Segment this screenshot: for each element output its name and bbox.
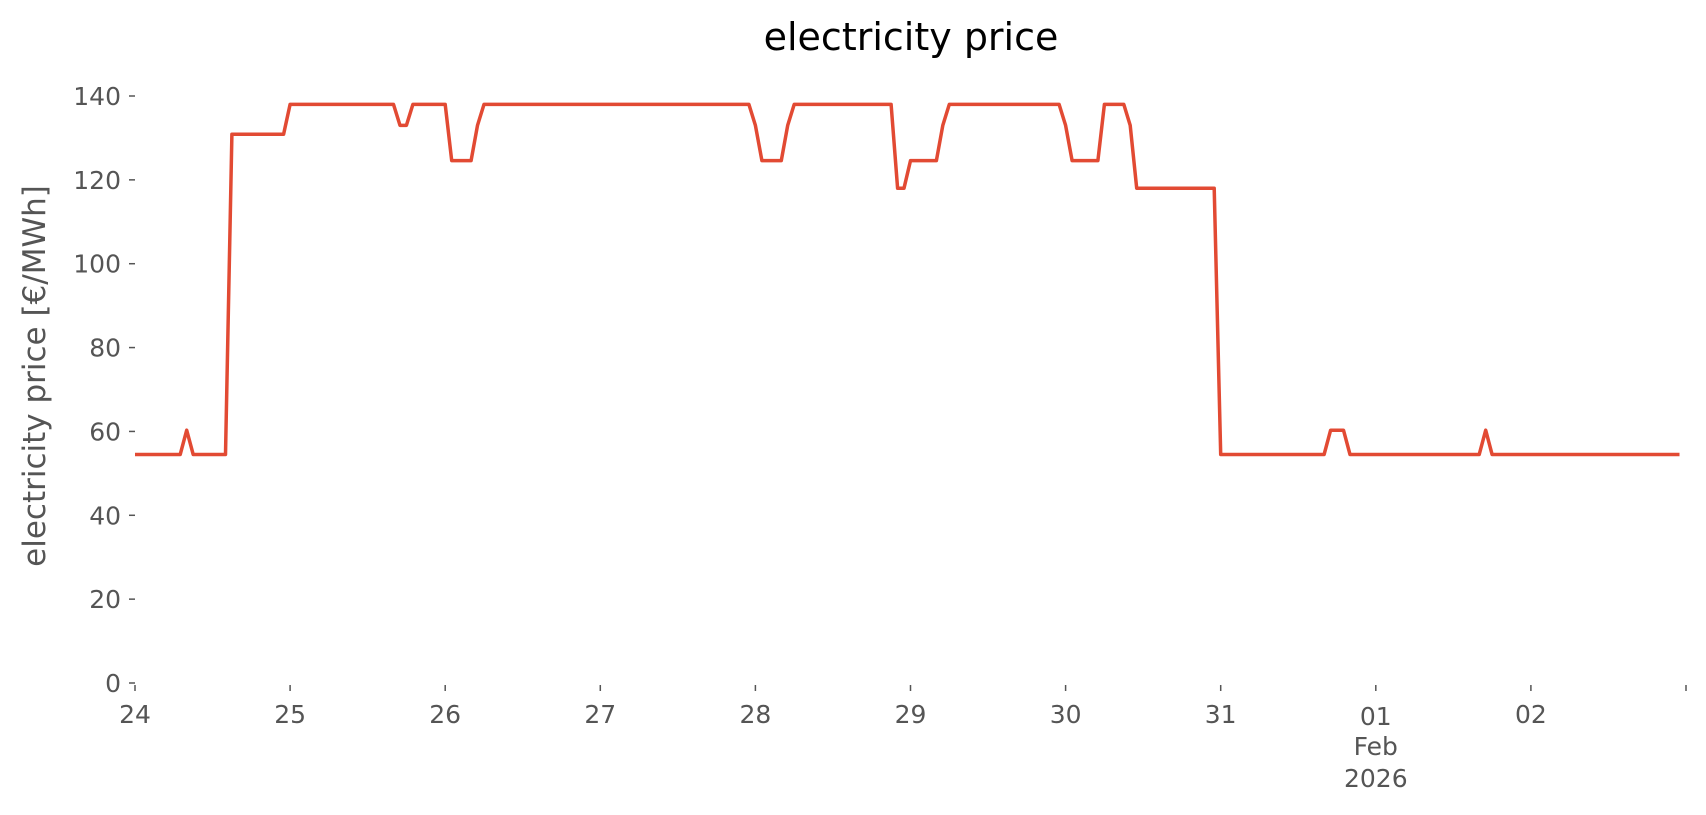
y-axis: 0 20 40 60 80 100 120 140: [73, 82, 135, 698]
y-tick-label: 40: [89, 501, 121, 530]
x-tick-label: 25: [274, 700, 306, 729]
y-tick-label: 100: [73, 250, 121, 279]
y-tick-label: 120: [73, 166, 121, 195]
y-tick-label: 60: [89, 417, 121, 446]
x-tick-label: 01: [1360, 702, 1392, 731]
x-tick-label: 02: [1515, 700, 1547, 729]
y-tick-label: 0: [105, 669, 121, 698]
x-tick-label: 26: [429, 700, 461, 729]
x-tick-label: 27: [584, 700, 616, 729]
y-tick-label: 140: [73, 82, 121, 111]
x-tick-label: Feb: [1354, 732, 1398, 761]
y-tick-label: 80: [89, 334, 121, 363]
x-tick-label: 29: [895, 700, 927, 729]
series-line-0: [135, 102, 1680, 457]
x-tick-label: 30: [1050, 700, 1082, 729]
chart-title: electricity price: [764, 15, 1059, 59]
x-tick-label: 28: [739, 700, 771, 729]
x-tick-label: 24: [119, 700, 151, 729]
x-tick-label: 31: [1205, 700, 1237, 729]
series-group: [135, 102, 1680, 457]
x-tick-label: 2026: [1344, 764, 1408, 793]
y-tick-label: 20: [89, 585, 121, 614]
y-axis-label: electricity price [€/MWh]: [17, 185, 53, 567]
